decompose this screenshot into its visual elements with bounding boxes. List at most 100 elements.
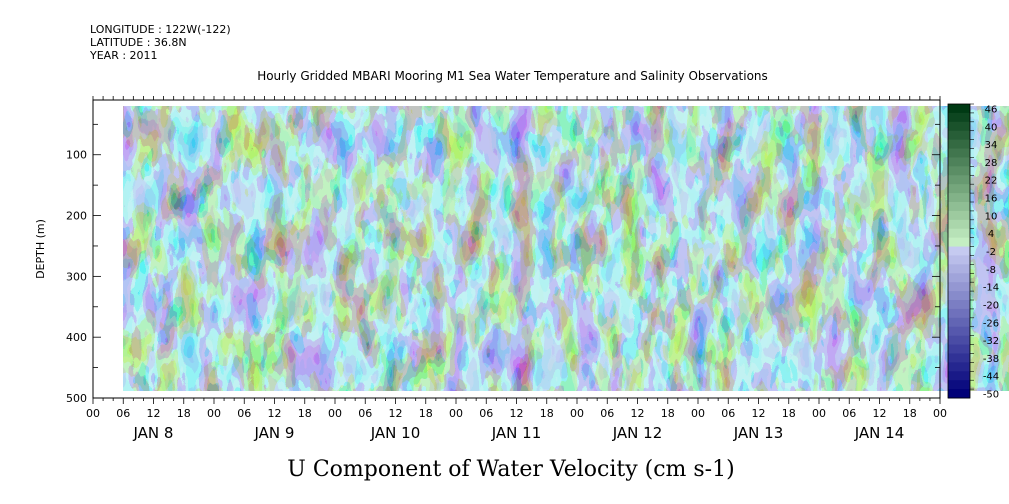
colorbar-segment [948, 148, 970, 158]
colorbar-label: -26 [983, 318, 999, 329]
colorbar-segment [948, 130, 970, 141]
colorbar-segment [948, 184, 970, 194]
x-tick-label: 18 [177, 407, 191, 420]
colorbar-segment [948, 157, 970, 167]
colorbar-segment [948, 389, 970, 399]
y-tick-label: 500 [66, 392, 87, 405]
x-tick-label: 12 [268, 407, 282, 420]
colorbar-frame [947, 103, 971, 399]
y-tick-label: 300 [66, 270, 87, 283]
x-tick-label: 18 [661, 407, 675, 420]
year-label: YEAR : 2011 [90, 49, 158, 62]
x-tick-label: 00 [933, 407, 947, 420]
colorbar-segment [948, 210, 970, 221]
colorbar-segment [948, 282, 970, 292]
colorbar-label: -38 [983, 354, 999, 365]
x-tick-label: 18 [419, 407, 433, 420]
colorbar-label: -2 [986, 247, 996, 258]
x-tick-label: 18 [903, 407, 917, 420]
x-tick-label: 12 [147, 407, 161, 420]
colorbar-segment [948, 246, 970, 256]
colorbar-segment [948, 362, 970, 372]
x-day-label: JAN 14 [854, 424, 905, 442]
colorbar-segment [948, 202, 970, 212]
colorbar-label: 4 [988, 229, 994, 240]
colorbar-segment [948, 104, 970, 114]
latitude-label: LATITUDE : 36.8N [90, 36, 187, 49]
colorbar-segment [948, 219, 970, 230]
x-tick-label: 00 [570, 407, 584, 420]
colorbar-label: 22 [985, 176, 998, 187]
x-tick-label: 00 [86, 407, 100, 420]
x-day-label: JAN 13 [733, 424, 784, 442]
colorbar-segment [948, 300, 970, 310]
x-tick-label: 18 [540, 407, 554, 420]
x-tick-label: 06 [358, 407, 372, 420]
x-tick-label: 12 [752, 407, 766, 420]
colorbar-segment [948, 317, 970, 328]
y-axis-label: DEPTH (m) [34, 219, 47, 279]
colorbar-segment [948, 344, 970, 354]
x-tick-label: 06 [237, 407, 251, 420]
colorbar-label: 16 [985, 194, 998, 205]
x-tick-label: 12 [631, 407, 645, 420]
colorbar-segment [948, 166, 970, 176]
x-tick-label: 06 [116, 407, 130, 420]
colorbar-segment [948, 353, 970, 363]
x-tick-label: 00 [691, 407, 705, 420]
colorbar-segment [948, 193, 970, 203]
colorbar-segment [948, 175, 970, 185]
colorbar-label: 34 [985, 140, 998, 151]
x-tick-label: 00 [207, 407, 221, 420]
colorbar-segment [948, 228, 970, 239]
colorbar-segment [948, 237, 970, 248]
colorbar-segment [948, 380, 970, 390]
longitude-label: LONGITUDE : 122W(-122) [90, 23, 231, 36]
x-tick-label: 12 [389, 407, 403, 420]
x-tick-label: 00 [449, 407, 463, 420]
y-tick-label: 100 [66, 149, 87, 162]
velocity-field [123, 106, 1009, 391]
colorbar-label: -8 [986, 265, 996, 276]
colorbar-label: -50 [983, 390, 999, 401]
x-tick-label: 00 [812, 407, 826, 420]
colorbar-segment [948, 112, 970, 123]
x-day-label: JAN 11 [491, 424, 542, 442]
colorbar-label: 46 [985, 104, 998, 115]
y-tick-label: 400 [66, 331, 87, 344]
y-tick-label: 200 [66, 210, 87, 223]
colorbar-label: 10 [985, 211, 998, 222]
colorbar-segment [948, 371, 970, 381]
x-day-label: JAN 12 [612, 424, 663, 442]
colorbar-label: -14 [983, 283, 999, 294]
colorbar-label: 28 [985, 158, 998, 169]
x-day-label: JAN 10 [370, 424, 421, 442]
colorbar-segment [948, 273, 970, 283]
colorbar-label: -20 [983, 300, 999, 311]
colorbar-segment [948, 121, 970, 132]
x-tick-label: 06 [600, 407, 614, 420]
x-tick-label: 06 [842, 407, 856, 420]
colorbar-segment [948, 139, 970, 150]
x-axis-title: U Component of Water Velocity (cm s-1) [287, 457, 734, 482]
chart-title: Hourly Gridded MBARI Mooring M1 Sea Wate… [257, 69, 768, 83]
colorbar-label: 40 [985, 122, 998, 133]
x-tick-label: 12 [510, 407, 524, 420]
x-tick-label: 06 [721, 407, 735, 420]
colorbar-segment [948, 335, 970, 346]
colorbar-label: -32 [983, 336, 999, 347]
colorbar-segment [948, 326, 970, 337]
colorbar-segment [948, 308, 970, 319]
x-tick-label: 18 [782, 407, 796, 420]
x-tick-label: 12 [873, 407, 887, 420]
colorbar-segment [948, 264, 970, 274]
x-tick-label: 00 [328, 407, 342, 420]
x-day-label: JAN 8 [133, 424, 174, 442]
colorbar-label: -44 [983, 372, 999, 383]
x-tick-label: 18 [298, 407, 312, 420]
colorbar-segment [948, 291, 970, 301]
colorbar-segment [948, 255, 970, 265]
x-day-label: JAN 9 [254, 424, 295, 442]
x-tick-label: 06 [479, 407, 493, 420]
